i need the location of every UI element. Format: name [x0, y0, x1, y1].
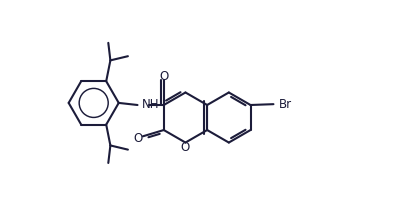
Text: O: O [133, 132, 143, 145]
Text: NH: NH [142, 98, 159, 112]
Text: O: O [181, 141, 190, 154]
Text: Br: Br [279, 98, 292, 111]
Text: O: O [160, 70, 169, 83]
